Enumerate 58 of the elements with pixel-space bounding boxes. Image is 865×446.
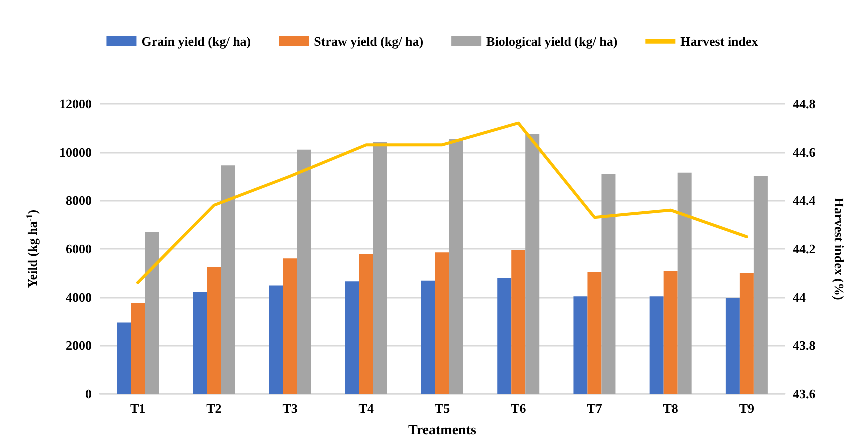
- bar: [145, 232, 160, 394]
- x-tick-label: T3: [282, 401, 298, 416]
- y-tick-label: 2000: [66, 338, 92, 354]
- bar: [269, 286, 284, 394]
- bar: [574, 296, 588, 394]
- bar: [283, 258, 298, 394]
- line-series: [136, 122, 748, 284]
- bar: [297, 150, 312, 394]
- bar: [602, 174, 616, 394]
- y2-axis-title: Harvest index (%): [832, 198, 847, 300]
- x-axis-title: Treatments: [408, 424, 477, 438]
- y-tick-label: 4000: [66, 290, 92, 305]
- bar: [131, 303, 146, 394]
- x-tick-label: T1: [130, 401, 146, 416]
- bar: [588, 272, 602, 394]
- y-axis-title: Yeild (kg ha-1): [24, 210, 40, 288]
- y2-tick-label: 44.4: [793, 193, 816, 208]
- y2-tick-label: 43.8: [793, 338, 816, 354]
- bar: [678, 172, 692, 394]
- bar: [373, 142, 388, 394]
- bar: [526, 134, 540, 394]
- bar: [650, 296, 664, 394]
- x-tick-label: T4: [358, 401, 374, 416]
- y2-tick-label: 44.8: [793, 96, 816, 112]
- bar: [512, 250, 526, 394]
- bar: [422, 280, 436, 394]
- bar: [740, 273, 754, 394]
- y-tick-label: 10000: [60, 144, 92, 160]
- bar: [436, 252, 450, 394]
- y2-tick-label: 44.2: [793, 242, 816, 256]
- bar: [345, 282, 360, 394]
- x-tick-label: T7: [587, 401, 603, 416]
- x-tick-label: T5: [434, 401, 451, 416]
- bar: [664, 271, 678, 394]
- x-tick-label: T6: [511, 401, 527, 416]
- legend-label: Biological yield (kg/ ha): [486, 34, 618, 49]
- legend-label: Harvest index: [680, 34, 759, 49]
- bar: [359, 254, 374, 394]
- bar: [450, 139, 464, 394]
- x-tick-label: T8: [663, 401, 679, 416]
- bar: [193, 292, 208, 394]
- bar: [221, 166, 236, 394]
- bar: [726, 298, 740, 394]
- bar: [117, 322, 132, 394]
- y-tick-label: 0: [86, 386, 92, 402]
- y-tick-label: 8000: [66, 193, 92, 208]
- bar: [754, 176, 768, 394]
- x-tick-label: T9: [739, 401, 756, 416]
- y2-tick-label: 43.6: [793, 386, 816, 402]
- y2-tick-label: 44.6: [793, 144, 816, 160]
- y-tick-label: 6000: [66, 242, 92, 256]
- bar: [207, 267, 222, 394]
- legend-label: Grain yield (kg/ ha): [142, 34, 252, 49]
- x-tick-label: T2: [206, 401, 222, 416]
- bar: [498, 278, 512, 394]
- y-tick-label: 12000: [60, 96, 92, 112]
- y2-tick-label: 44: [793, 290, 806, 305]
- legend-label: Straw yield (kg/ ha): [314, 34, 424, 49]
